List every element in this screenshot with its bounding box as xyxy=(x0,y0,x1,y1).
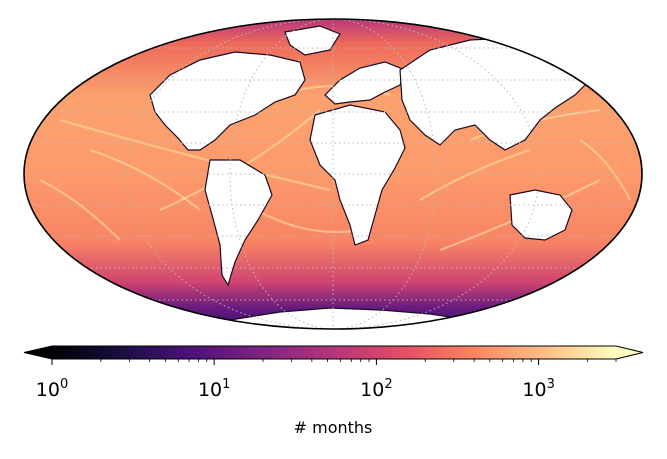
colorbar-tick-label: 100 xyxy=(36,377,68,401)
colorbar-ticks xyxy=(51,359,617,365)
map-panel xyxy=(24,19,642,329)
colorbar-tick-label: 103 xyxy=(522,377,554,401)
africa xyxy=(309,104,406,246)
north-america xyxy=(149,51,306,151)
land xyxy=(149,25,591,329)
colorbar-extend-max xyxy=(616,346,643,359)
colorbar-tick-label: 101 xyxy=(198,377,230,401)
colorbar-tick-labels: 100 101 102 103 xyxy=(36,377,555,401)
map-border xyxy=(23,18,643,330)
graticule xyxy=(24,19,642,329)
colorbar-body xyxy=(52,346,616,359)
colorbar: 100 101 102 103 # months xyxy=(23,345,644,437)
south-america xyxy=(204,159,273,287)
colorbar-label: # months xyxy=(294,418,373,437)
colorbar-extend-min xyxy=(24,346,52,359)
colorbar-tick-label: 102 xyxy=(360,377,392,401)
europe xyxy=(324,61,406,105)
australia xyxy=(509,189,573,241)
